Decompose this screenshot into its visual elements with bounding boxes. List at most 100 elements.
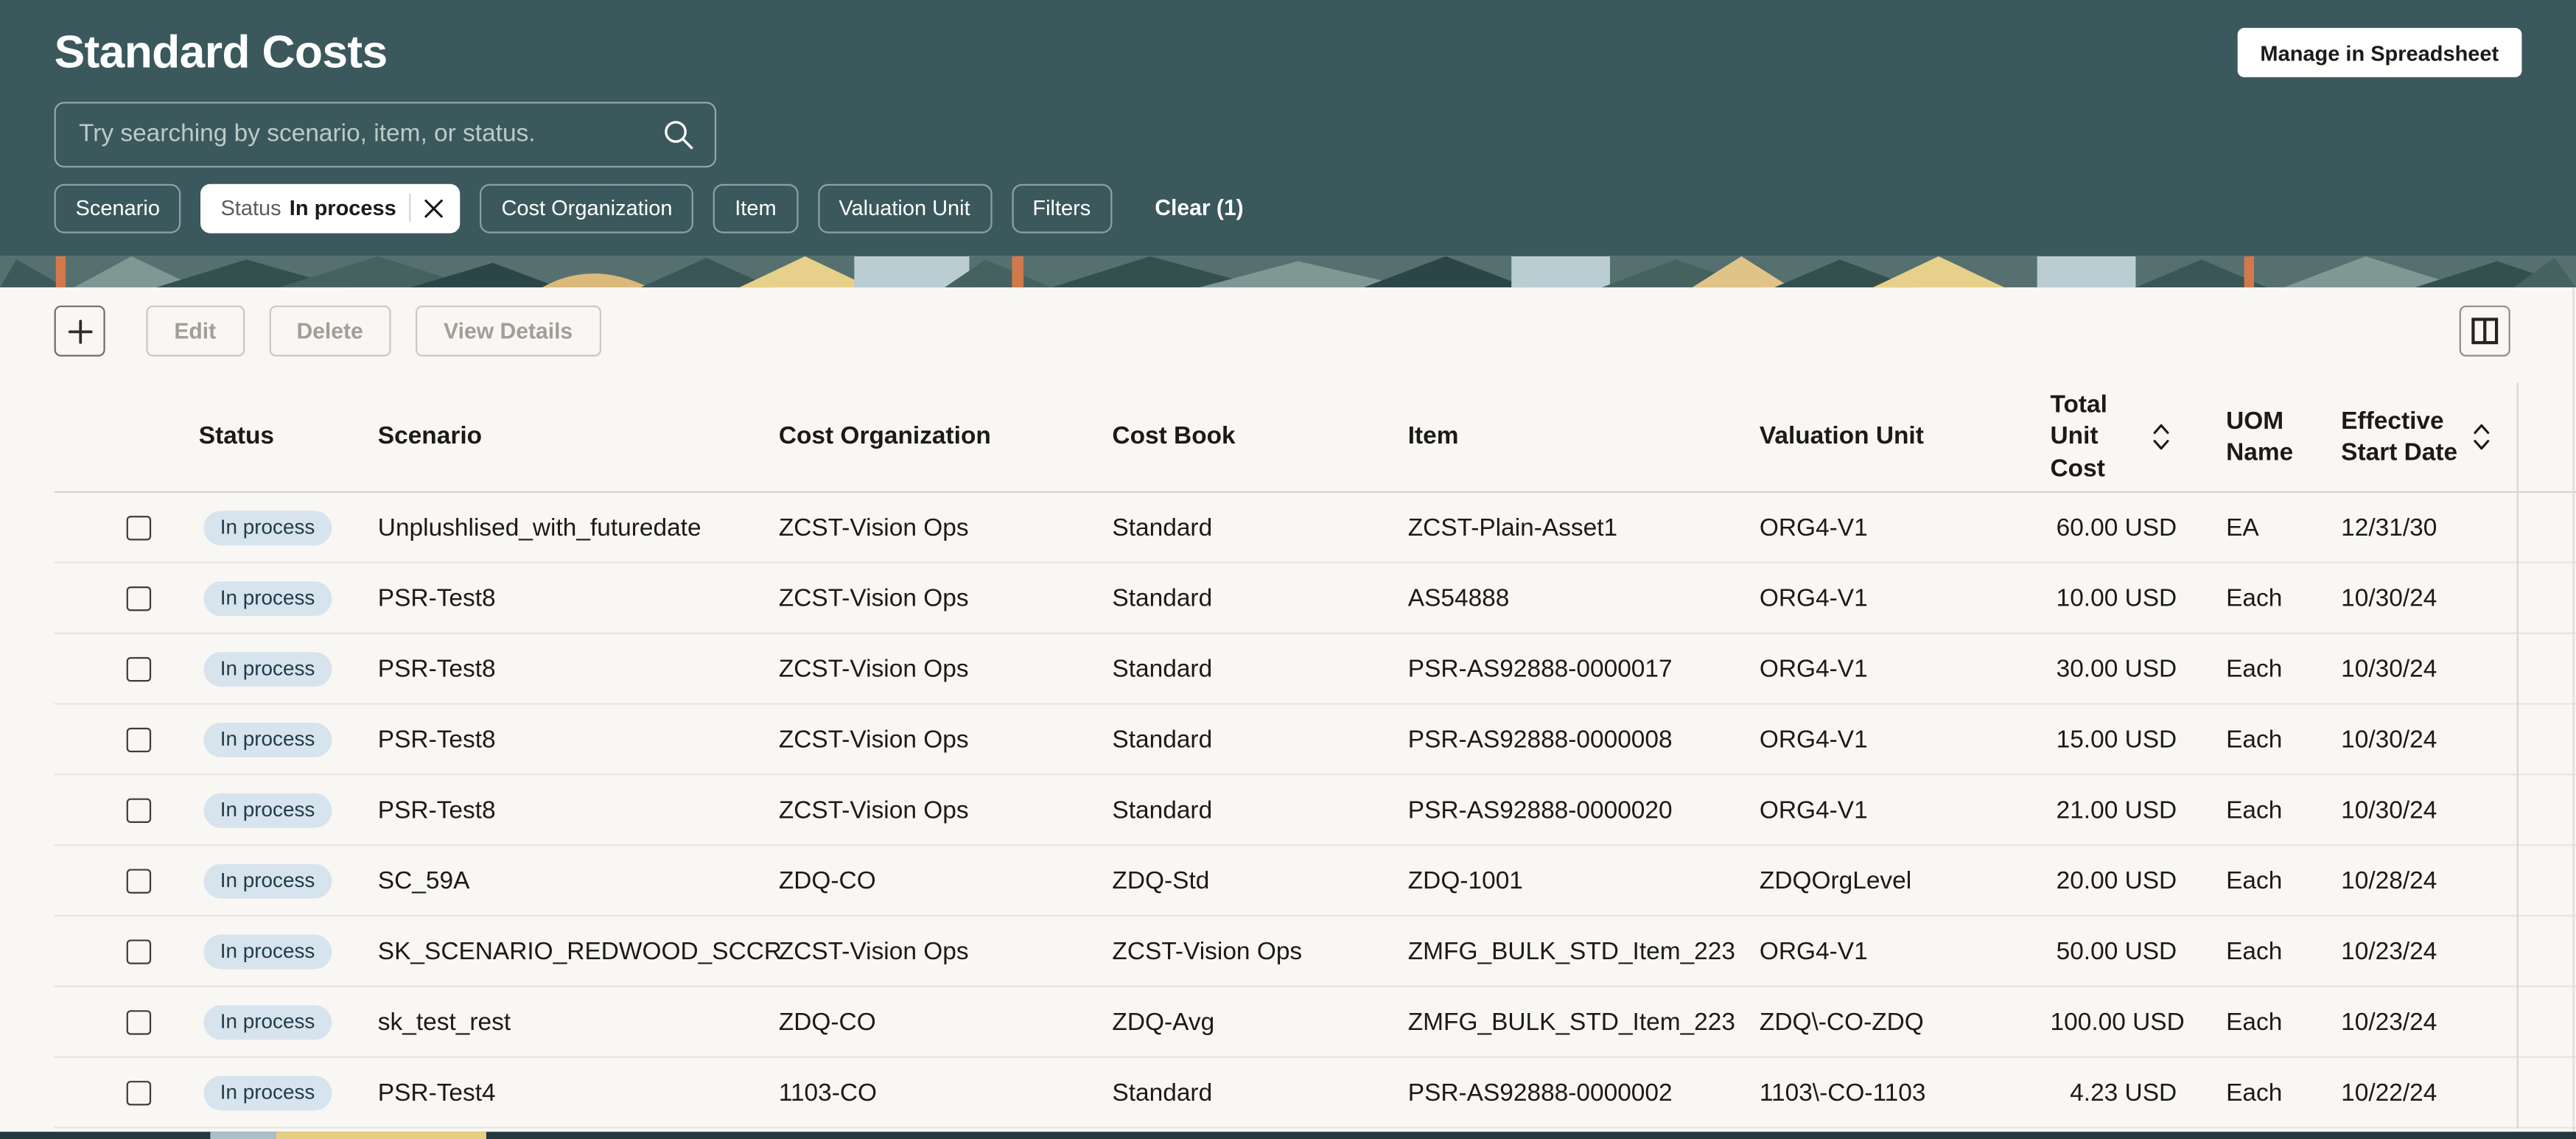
status-badge: In process	[203, 1076, 332, 1111]
row-checkbox[interactable]	[126, 798, 152, 824]
table-row[interactable]: In process PSR-Test4 1103-CO Standard PS…	[54, 1057, 2576, 1129]
search-input[interactable]	[54, 101, 717, 167]
cell-uom-name: Each	[2226, 584, 2283, 613]
cell-item: ZDQ-1001	[1407, 867, 1523, 896]
cell-scenario: PSR-Test4	[377, 1079, 496, 1107]
status-badge: In process	[203, 723, 332, 757]
cell-total-unit-cost: 10.00 USD	[2056, 584, 2177, 613]
status-badge: In process	[203, 581, 332, 617]
status-badge: In process	[203, 511, 332, 546]
add-button[interactable]	[54, 305, 105, 357]
chip-status-label: Status	[220, 195, 281, 221]
filter-chip-status-active[interactable]: Status In process	[200, 183, 461, 234]
cell-cost-organization: ZCST-Vision Ops	[778, 938, 969, 966]
status-badge: In process	[203, 652, 332, 687]
table-row[interactable]: In process PSR-Test8 ZCST-Vision Ops Sta…	[54, 704, 2576, 776]
sort-icon[interactable]	[2152, 422, 2171, 452]
cell-cost-organization: ZCST-Vision Ops	[778, 655, 969, 684]
column-header-valuation-unit: Valuation Unit	[1759, 422, 1924, 451]
table-row[interactable]: In process PSR-Test8 ZCST-Vision Ops Sta…	[54, 634, 2576, 705]
cell-uom-name: Each	[2226, 938, 2283, 966]
cell-cost-book: Standard	[1112, 796, 1213, 825]
table-row[interactable]: In process PSR-Test8 ZCST-Vision Ops Sta…	[54, 563, 2576, 634]
cell-item: ZCST-Plain-Asset1	[1407, 514, 1618, 542]
table-row[interactable]: In process SC_59A ZDQ-CO ZDQ-Std ZDQ-100…	[54, 846, 2576, 917]
row-checkbox[interactable]	[126, 1081, 152, 1106]
row-checkbox[interactable]	[126, 939, 152, 964]
clear-filters-button[interactable]: Clear (1)	[1155, 195, 1244, 221]
filter-chip-valuation-unit[interactable]: Valuation Unit	[817, 183, 992, 234]
cell-total-unit-cost: 30.00 USD	[2056, 655, 2177, 684]
cell-cost-organization: ZCST-Vision Ops	[778, 584, 969, 613]
chip-divider	[409, 194, 411, 222]
footer-decorative-strip	[0, 1131, 2576, 1139]
cell-cost-book: ZCST-Vision Ops	[1112, 938, 1303, 966]
table-row[interactable]: In process SK_SCENARIO_REDWOOD_SCCR ZCST…	[54, 917, 2576, 987]
filter-chip-scenario[interactable]: Scenario	[54, 183, 181, 234]
view-details-button[interactable]: View Details	[416, 305, 601, 357]
cell-cost-organization: ZCST-Vision Ops	[778, 726, 969, 754]
cell-effective-start-date: 10/22/24	[2341, 1079, 2437, 1107]
table-row[interactable]: In process PSR-Test8 ZCST-Vision Ops Sta…	[54, 775, 2576, 847]
cell-valuation-unit: ZDQ\-CO-ZDQ	[1759, 1008, 1924, 1037]
cell-item: PSR-AS92888-0000020	[1407, 796, 1673, 825]
cell-cost-book: Standard	[1112, 726, 1213, 754]
cell-total-unit-cost: 21.00 USD	[2056, 796, 2177, 825]
row-checkbox[interactable]	[126, 586, 152, 611]
table-row[interactable]: In process sk_test_rest ZDQ-CO ZDQ-Avg Z…	[54, 986, 2576, 1058]
cell-cost-organization: ZCST-Vision Ops	[778, 514, 969, 542]
cell-item: PSR-AS92888-0000002	[1407, 1079, 1673, 1107]
cell-cost-organization: ZCST-Vision Ops	[778, 796, 969, 825]
cell-scenario: SK_SCENARIO_REDWOOD_SCCR	[377, 938, 783, 966]
cell-valuation-unit: ORG4-V1	[1759, 655, 1868, 684]
row-checkbox[interactable]	[126, 869, 152, 894]
row-filler	[2516, 634, 2576, 705]
toggle-panel-button[interactable]	[2459, 305, 2510, 357]
cell-cost-book: Standard	[1112, 514, 1213, 542]
filters-button[interactable]: Filters	[1011, 183, 1113, 234]
cell-scenario: PSR-Test8	[377, 796, 496, 825]
column-header-cost-organization: Cost Organization	[778, 422, 991, 451]
row-filler	[2516, 1057, 2576, 1129]
scrollbar-track[interactable]	[2572, 287, 2575, 1139]
cell-total-unit-cost: 60.00 USD	[2056, 514, 2177, 542]
filter-chip-item[interactable]: Item	[713, 183, 798, 234]
row-checkbox[interactable]	[126, 516, 152, 541]
row-filler	[2516, 846, 2576, 917]
row-checkbox[interactable]	[126, 727, 152, 753]
cell-item: AS54888	[1407, 584, 1510, 613]
delete-button[interactable]: Delete	[268, 305, 391, 357]
remove-filter-icon[interactable]	[424, 198, 444, 218]
search-icon[interactable]	[662, 118, 696, 151]
cell-cost-organization: ZDQ-CO	[778, 867, 876, 896]
chip-status-value: In process	[289, 195, 396, 221]
cell-cost-book: Standard	[1112, 655, 1213, 684]
manage-in-spreadsheet-button[interactable]: Manage in Spreadsheet	[2237, 27, 2522, 77]
filter-chip-cost-organization[interactable]: Cost Organization	[480, 183, 694, 234]
cell-cost-book: Standard	[1112, 584, 1213, 613]
column-header-total-unit-cost[interactable]: Total Unit Cost	[2051, 389, 2188, 485]
cell-valuation-unit: ORG4-V1	[1759, 584, 1868, 613]
cell-item: PSR-AS92888-0000017	[1407, 655, 1673, 684]
decorative-banner	[0, 256, 2576, 288]
cell-valuation-unit: ZDQOrgLevel	[1759, 867, 1912, 896]
cell-valuation-unit: 1103\-CO-1103	[1759, 1079, 1926, 1107]
status-badge: In process	[203, 1005, 332, 1040]
cell-valuation-unit: ORG4-V1	[1759, 938, 1868, 966]
row-filler	[2516, 775, 2576, 847]
edit-button[interactable]: Edit	[146, 305, 245, 357]
sort-icon[interactable]	[2473, 422, 2491, 452]
cell-total-unit-cost: 20.00 USD	[2056, 867, 2177, 896]
filter-chips-row: Scenario Status In process Cost Organiza…	[54, 183, 2522, 234]
row-checkbox[interactable]	[126, 656, 152, 682]
table-row[interactable]: In process Unplushlised_with_futuredate …	[54, 492, 2576, 564]
cell-uom-name: Each	[2226, 1008, 2283, 1037]
column-header-status: Status	[198, 422, 274, 451]
cell-cost-book: ZDQ-Std	[1112, 867, 1210, 896]
cell-scenario: sk_test_rest	[377, 1008, 511, 1037]
column-header-scenario: Scenario	[377, 422, 483, 451]
column-header-effective-start-date[interactable]: Effective Start Date	[2320, 405, 2517, 469]
row-checkbox[interactable]	[126, 1010, 152, 1035]
cell-uom-name: Each	[2226, 867, 2283, 896]
